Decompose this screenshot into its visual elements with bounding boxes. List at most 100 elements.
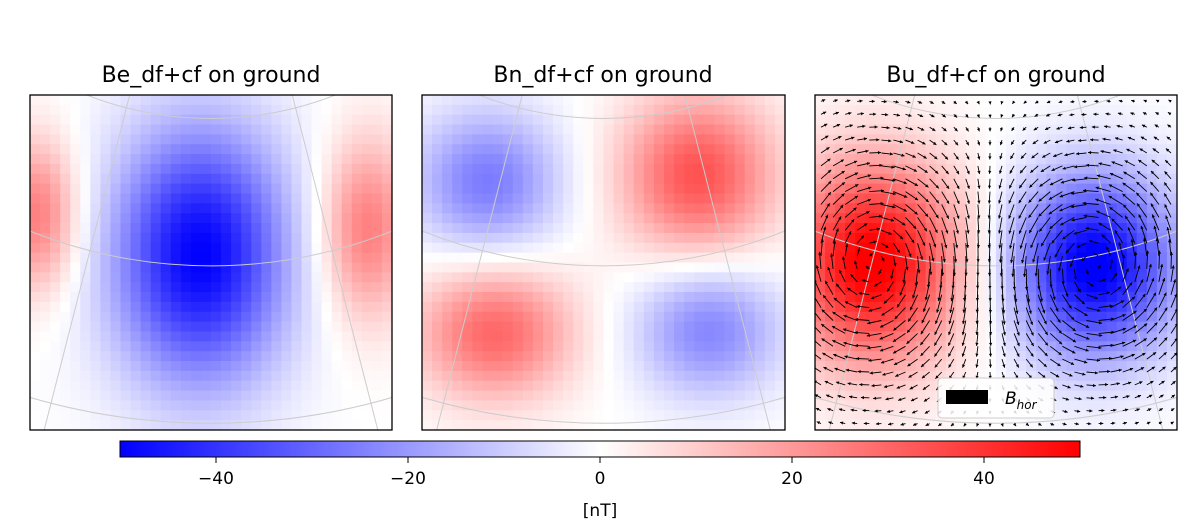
heat-cell	[966, 213, 977, 223]
heat-cell	[573, 371, 584, 381]
heat-cell	[1147, 115, 1158, 125]
heat-cell	[735, 174, 746, 184]
heat-cell	[1087, 282, 1098, 292]
heat-cell	[644, 391, 655, 401]
heat-cell	[291, 400, 302, 410]
heat-cell	[684, 381, 695, 391]
heat-cell	[855, 154, 866, 164]
heat-cell	[121, 322, 132, 332]
heat-cell	[191, 371, 202, 381]
heat-cell	[553, 381, 564, 391]
heat-cell	[755, 410, 766, 420]
heat-cell	[533, 263, 544, 273]
heat-cell	[1056, 154, 1067, 164]
heat-cell	[694, 253, 705, 263]
heat-cell	[543, 391, 554, 401]
heat-cell	[543, 263, 554, 273]
heat-cell	[362, 253, 373, 263]
heat-cell	[442, 312, 453, 322]
heat-cell	[825, 292, 836, 302]
heat-cell	[40, 144, 51, 154]
heat-cell	[322, 420, 333, 430]
heat-cell	[151, 253, 162, 263]
heat-cell	[583, 134, 594, 144]
heat-cell	[171, 243, 182, 253]
heat-cell	[472, 105, 483, 115]
heat-cell	[775, 194, 786, 204]
heat-cell	[211, 115, 222, 125]
heat-cell	[80, 164, 91, 174]
heat-cell	[1056, 341, 1067, 351]
heat-cell	[271, 164, 282, 174]
heat-cell	[1097, 263, 1108, 273]
heat-cell	[241, 272, 252, 282]
heat-cell	[221, 125, 232, 135]
heat-cell	[382, 134, 393, 144]
heat-cell	[543, 203, 554, 213]
heat-cell	[725, 154, 736, 164]
heat-cell	[121, 391, 132, 401]
heat-cell	[251, 105, 262, 115]
heat-cell	[614, 331, 625, 341]
heat-cell	[956, 125, 967, 135]
heat-cell	[865, 213, 876, 223]
heat-cell	[704, 292, 715, 302]
heat-cell	[614, 272, 625, 282]
heat-cell	[493, 331, 504, 341]
heat-cell	[593, 144, 604, 154]
heat-cell	[462, 371, 473, 381]
heat-cell	[281, 164, 292, 174]
heat-cell	[161, 95, 172, 105]
heat-cell	[1036, 312, 1047, 322]
heat-cell	[714, 312, 725, 322]
heat-cell	[100, 381, 111, 391]
heat-cell	[563, 194, 574, 204]
heat-cell	[432, 95, 443, 105]
heat-cell	[714, 302, 725, 312]
heat-cell	[543, 223, 554, 233]
heat-cell	[815, 115, 826, 125]
heat-cell	[472, 381, 483, 391]
heat-cell	[302, 223, 313, 233]
heat-cell	[986, 322, 997, 332]
heat-cell	[312, 381, 323, 391]
heat-cell	[100, 400, 111, 410]
heat-cell	[241, 223, 252, 233]
heat-cell	[1167, 381, 1178, 391]
heat-cell	[1016, 144, 1027, 154]
heat-cell	[382, 282, 393, 292]
heat-cell	[865, 125, 876, 135]
heat-cell	[906, 174, 917, 184]
heat-cell	[372, 203, 383, 213]
heat-cell	[462, 105, 473, 115]
heat-cell	[593, 381, 604, 391]
heat-cell	[664, 194, 675, 204]
heat-cell	[121, 420, 132, 430]
heat-cell	[1147, 95, 1158, 105]
heat-cell	[1036, 351, 1047, 361]
heat-cell	[745, 115, 756, 125]
heat-cell	[60, 184, 71, 194]
heat-cell	[694, 203, 705, 213]
heat-cell	[191, 144, 202, 154]
heat-cell	[553, 253, 564, 263]
heat-cell	[141, 400, 152, 410]
heat-cell	[70, 253, 81, 263]
heat-cell	[1137, 253, 1148, 263]
heat-cell	[493, 194, 504, 204]
heat-cell	[1006, 361, 1017, 371]
heat-cell	[543, 420, 554, 430]
heat-cell	[503, 184, 514, 194]
heat-cell	[775, 253, 786, 263]
heat-cell	[583, 391, 594, 401]
heat-cell	[271, 154, 282, 164]
heat-cell	[583, 144, 594, 154]
heat-cell	[735, 144, 746, 154]
heat-cell	[221, 302, 232, 312]
heat-cell	[1117, 95, 1128, 105]
heat-cell	[593, 105, 604, 115]
heat-cell	[171, 312, 182, 322]
heat-cell	[996, 341, 1007, 351]
heat-cell	[161, 312, 172, 322]
heat-cell	[171, 282, 182, 292]
